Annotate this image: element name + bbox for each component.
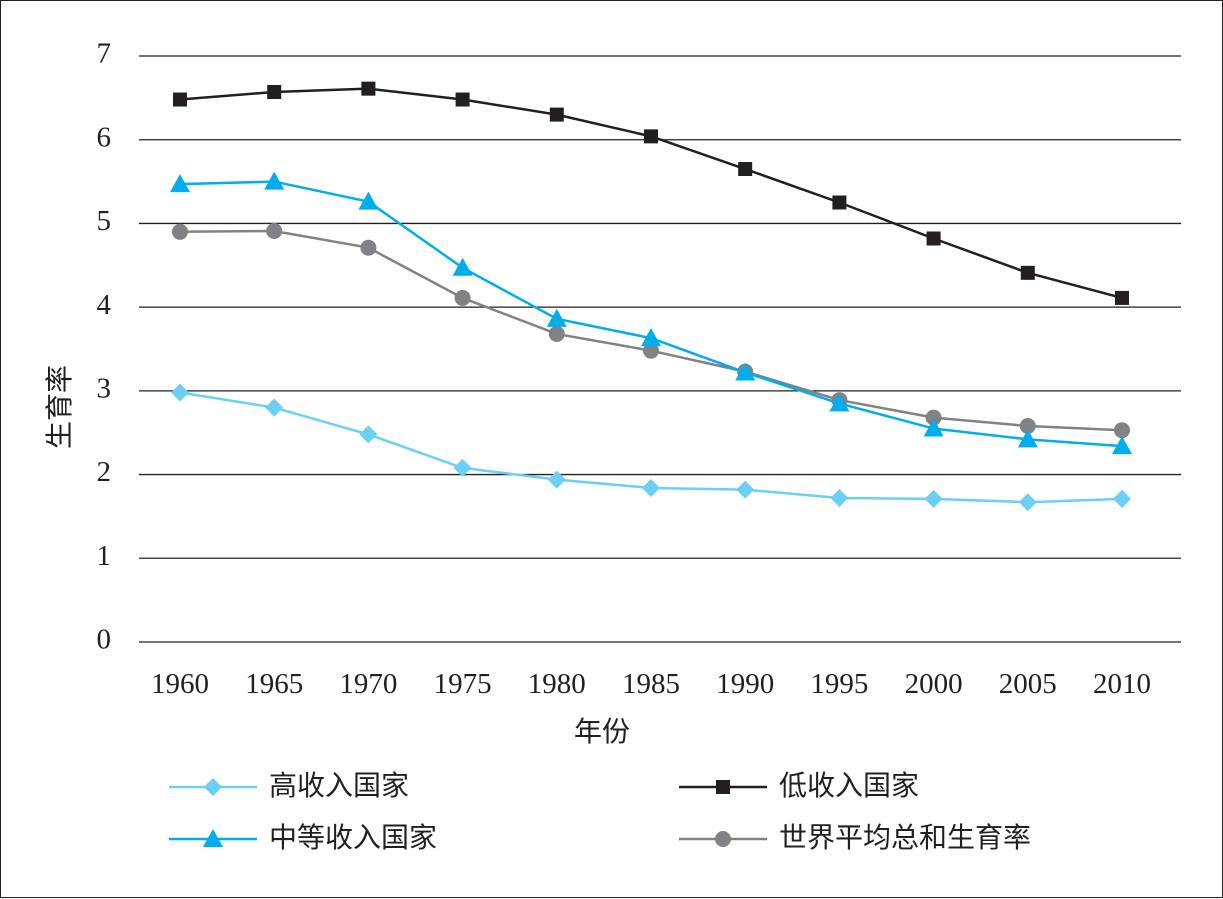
legend-marker [203,829,223,847]
data-point [925,409,942,426]
legend-marker [204,778,222,796]
data-point [1115,290,1129,305]
x-tick-label: 1970 [339,668,397,700]
y-tick-labels: 0 1 2 3 4 5 6 7 [97,38,112,656]
legend-marker [715,831,731,847]
data-point [641,328,661,347]
data-point [1020,265,1035,280]
series-2 [170,171,1132,455]
y-tick-label: 0 [97,624,112,656]
data-point [642,478,660,497]
data-point [1112,436,1132,455]
data-point [546,308,567,327]
legend-item: 中等收入国家 [169,821,437,854]
x-tick-label: 1960 [151,668,209,700]
data-point [832,195,847,210]
x-tick-label: 1980 [528,668,586,700]
x-axis-title: 年份 [574,715,630,748]
data-point [452,257,473,276]
y-tick-label: 3 [97,373,112,405]
x-tick-label: 1975 [434,668,492,700]
y-tick-label: 7 [97,38,112,70]
data-point [170,174,190,193]
series-line [179,180,1123,448]
data-point [265,398,284,417]
data-point [171,383,189,402]
legend-marker [716,780,730,794]
legend-item: 世界平均总和生育率 [679,821,1031,854]
data-point [358,191,379,210]
data-point [644,129,658,144]
gridlines [139,55,1181,643]
data-point [924,489,943,508]
series-1 [173,81,1129,305]
data-point [736,480,755,499]
data-point [173,92,187,107]
data-point [830,489,849,508]
legend-label: 低收入国家 [779,769,919,802]
data-point [1113,489,1131,508]
y-axis-title: 生育率 [43,365,76,449]
data-point [267,84,282,99]
series-0 [171,383,1131,512]
data-point [454,289,471,306]
data-point [172,223,188,240]
legend-label: 高收入国家 [269,769,409,802]
data-point [1017,429,1038,448]
data-point [266,222,283,239]
data-point [926,231,941,246]
x-tick-label: 1985 [622,668,680,700]
legend-item: 高收入国家 [169,769,409,802]
series-line [179,87,1123,300]
x-tick-label: 2000 [905,668,963,700]
data-point [738,162,753,177]
data-point [829,393,850,412]
data-point [1114,422,1130,439]
x-tick-label: 2010 [1093,668,1151,700]
data-point [1018,493,1037,512]
data-point [549,107,564,122]
data-point [264,171,285,190]
data-point [455,92,470,107]
y-tick-label: 4 [97,289,112,321]
legend-label: 中等收入国家 [269,821,437,854]
data-point [548,325,565,342]
x-tick-label: 1990 [716,668,774,700]
data-point [361,81,376,96]
y-tick-label: 6 [97,121,112,153]
series-group [170,81,1132,512]
legend-item: 低收入国家 [679,769,919,802]
data-point [547,470,566,489]
data-point [360,239,377,256]
legend-label: 世界平均总和生育率 [779,821,1031,854]
data-point [453,458,472,477]
x-tick-label: 2005 [999,668,1057,700]
data-point [643,342,659,359]
x-tick-label: 1995 [810,668,868,700]
y-tick-label: 5 [97,205,112,237]
y-tick-label: 2 [97,456,112,488]
data-point [1019,418,1036,435]
data-point [923,418,944,437]
x-tick-label: 1965 [245,668,303,700]
y-tick-label: 1 [97,540,112,572]
data-point [359,425,378,444]
x-tick-labels: 1960 1965 1970 1975 1980 1985 1990 1995 2000 2005… [151,668,1151,700]
data-point [735,362,756,381]
